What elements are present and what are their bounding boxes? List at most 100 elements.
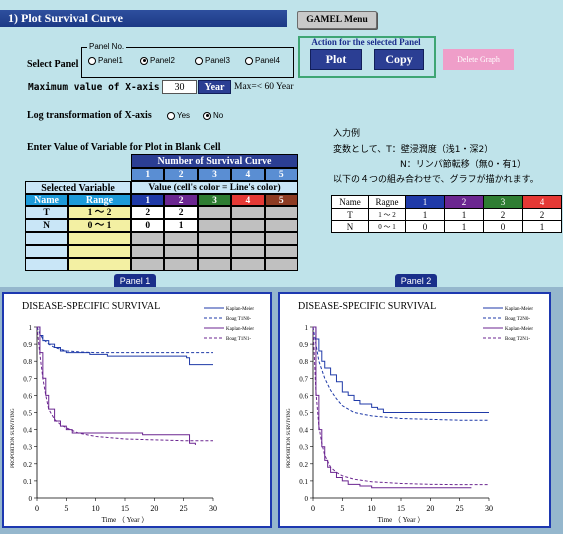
radio-panel2[interactable]: Panel2 bbox=[140, 56, 175, 65]
curve-value-cell[interactable] bbox=[197, 219, 232, 232]
x-tick-label: 0 bbox=[35, 504, 39, 513]
curve-value-cell[interactable]: 2 bbox=[131, 206, 165, 219]
curve-value-cell[interactable] bbox=[231, 219, 265, 232]
copy-button[interactable]: Copy bbox=[374, 49, 424, 70]
x-tick-label: 5 bbox=[64, 504, 68, 513]
curve-value-cell[interactable]: 1 bbox=[164, 219, 198, 232]
variable-range-cell[interactable] bbox=[68, 232, 131, 245]
curve-value-cell[interactable] bbox=[231, 245, 265, 258]
y-tick-label: 0.9 bbox=[299, 341, 308, 349]
plot-button[interactable]: Plot bbox=[310, 49, 362, 70]
series-line bbox=[313, 326, 472, 489]
chart-panel-2: DISEASE-SPECIFIC SURVIVAL 0 5 10 15 20 25 30 0 0.… bbox=[278, 292, 551, 528]
example-header-cell: 4 bbox=[522, 195, 562, 209]
curve-value-cell[interactable] bbox=[197, 258, 232, 271]
y-tick-label: 0.2 bbox=[23, 461, 32, 469]
selected-variable-header: Selected Variable bbox=[25, 181, 131, 194]
table-row bbox=[25, 245, 298, 258]
curve-value-cell[interactable] bbox=[264, 258, 298, 271]
variable-name-cell[interactable] bbox=[25, 258, 68, 271]
x-tick-label: 10 bbox=[92, 504, 100, 513]
curve-value-cell[interactable] bbox=[231, 206, 265, 219]
curve-value-cell[interactable]: 2 bbox=[164, 206, 198, 219]
curve-color-cell: 5 bbox=[264, 194, 298, 206]
legend-label: Kaplan-Meier bbox=[505, 307, 533, 312]
example-header-cell: 1 bbox=[405, 195, 445, 209]
curve-color-cell: 2 bbox=[164, 194, 198, 206]
y-tick-label: 0.2 bbox=[299, 461, 308, 469]
radio-panel3[interactable]: Panel3 bbox=[195, 56, 230, 65]
variable-range-cell[interactable]: 1 ～ 2 bbox=[68, 206, 131, 219]
tab-panel-1[interactable]: Panel 1 bbox=[114, 274, 156, 288]
radio-panel1[interactable]: Panel1 bbox=[88, 56, 123, 65]
variable-name-cell[interactable]: T bbox=[25, 206, 68, 219]
enter-value-label: Enter Value of Variable for Plot in Blan… bbox=[27, 142, 221, 153]
curve-value-cell[interactable] bbox=[131, 258, 165, 271]
variable-name-cell[interactable] bbox=[25, 245, 68, 258]
y-tick-label: 0.3 bbox=[299, 444, 308, 452]
y-tick-label: 0.7 bbox=[299, 375, 308, 383]
curve-value-cell[interactable] bbox=[131, 232, 165, 245]
radio-panel4[interactable]: Panel4 bbox=[245, 56, 280, 65]
example-cell: 1 bbox=[444, 220, 484, 233]
radio-log-yes[interactable]: Yes bbox=[167, 111, 190, 120]
curve-value-cell[interactable] bbox=[131, 245, 165, 258]
radio-log-no[interactable]: No bbox=[203, 111, 223, 120]
radio-selected-icon bbox=[203, 111, 211, 120]
radio-circle-icon bbox=[245, 56, 253, 65]
curve-value-cell[interactable] bbox=[164, 245, 198, 258]
legend-label: Boag T2N1- bbox=[505, 337, 530, 342]
delete-graph-button[interactable]: Delete Graph bbox=[443, 49, 514, 70]
y-tick-label: 0.1 bbox=[23, 478, 32, 486]
value-header: Value (cell's color = Line's color) bbox=[131, 181, 298, 194]
y-tick-label: 1 bbox=[305, 324, 309, 332]
curve-number-cell: 2 bbox=[164, 168, 198, 181]
variable-range-cell[interactable] bbox=[68, 258, 131, 271]
curve-number-cell: 4 bbox=[231, 168, 265, 181]
survival-chart-2: DISEASE-SPECIFIC SURVIVAL 0 5 10 15 20 25 30 0 0.… bbox=[287, 301, 533, 524]
chart-title: DISEASE-SPECIFIC SURVIVAL bbox=[22, 301, 160, 312]
variable-name-cell[interactable] bbox=[25, 232, 68, 245]
y-tick-label: 0.4 bbox=[299, 427, 308, 435]
curve-value-cell[interactable] bbox=[164, 232, 198, 245]
curve-value-cell[interactable]: 0 bbox=[131, 219, 165, 232]
example-cell: 0 ～ 1 bbox=[368, 220, 406, 233]
curve-number-cell: 3 bbox=[197, 168, 232, 181]
example-cell: 0 bbox=[405, 220, 445, 233]
variable-range-cell[interactable]: 0 ～ 1 bbox=[68, 219, 131, 232]
example-cell: 1 ～ 2 bbox=[368, 208, 406, 221]
panel-group-title: Panel No. bbox=[87, 42, 127, 51]
curve-value-cell[interactable] bbox=[164, 258, 198, 271]
radio-circle-icon bbox=[88, 56, 96, 65]
curve-value-cell[interactable] bbox=[264, 245, 298, 258]
curve-color-cell: 3 bbox=[197, 194, 232, 206]
legend-label: Kaplan-Meier bbox=[505, 327, 533, 332]
variable-name-cell[interactable]: N bbox=[25, 219, 68, 232]
curve-value-cell[interactable] bbox=[197, 245, 232, 258]
curve-value-cell[interactable] bbox=[264, 206, 298, 219]
max-x-input[interactable]: 30 bbox=[162, 80, 197, 94]
gamel-menu-button[interactable]: GAMEL Menu bbox=[297, 11, 377, 29]
curve-value-cell[interactable] bbox=[231, 232, 265, 245]
curve-value-cell[interactable] bbox=[264, 232, 298, 245]
curve-value-cell[interactable] bbox=[231, 258, 265, 271]
x-tick-label: 20 bbox=[150, 504, 158, 513]
radio-circle-icon bbox=[195, 56, 203, 65]
y-tick-label: 0.8 bbox=[299, 358, 308, 366]
curve-value-cell[interactable] bbox=[197, 206, 232, 219]
tab-panel-2[interactable]: Panel 2 bbox=[395, 274, 437, 288]
curve-value-cell[interactable] bbox=[197, 232, 232, 245]
variable-range-cell[interactable] bbox=[68, 245, 131, 258]
y-tick-label: 0 bbox=[29, 495, 33, 503]
y-tick-label: 0.3 bbox=[23, 444, 32, 452]
curve-number-header: Number of Survival Curve bbox=[131, 154, 298, 168]
y-tick-label: 0.1 bbox=[299, 478, 308, 486]
year-unit-button[interactable]: Year bbox=[198, 80, 231, 94]
y-tick-label: 0.4 bbox=[23, 427, 32, 435]
curve-value-cell[interactable] bbox=[264, 219, 298, 232]
x-tick-label: 20 bbox=[426, 504, 434, 513]
page-title: 1) Plot Survival Curve bbox=[0, 10, 287, 27]
y-axis-label: PROPORTION SURVIVING bbox=[287, 408, 292, 468]
